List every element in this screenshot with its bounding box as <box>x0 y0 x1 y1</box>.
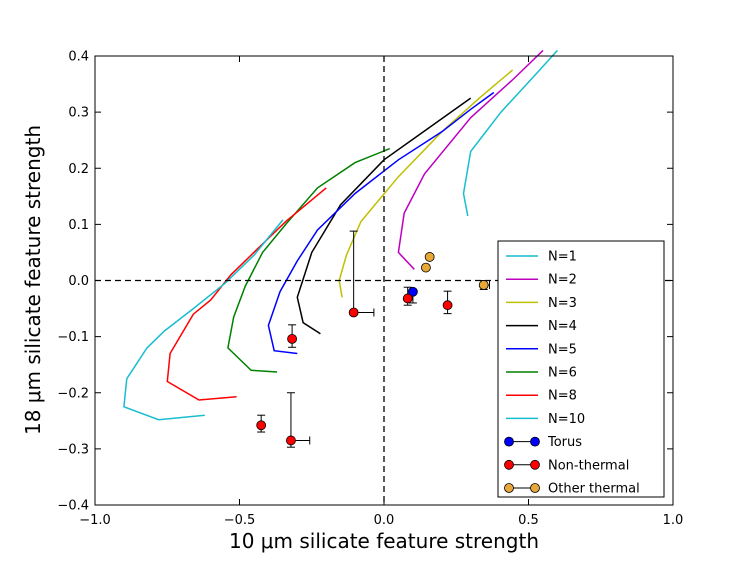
y-tick-label: 0.0 <box>68 274 89 289</box>
marker-non-thermal <box>287 333 297 344</box>
legend-item-n-4: N=4 <box>506 319 577 334</box>
y-tick-label: −0.3 <box>57 442 89 457</box>
error-points <box>256 230 490 448</box>
marker-non-thermal <box>442 300 453 311</box>
data-point-non-thermal-4 <box>287 324 297 348</box>
legend-item-other-thermal: Other thermal <box>504 482 640 497</box>
legend-item-n-2: N=2 <box>506 273 577 288</box>
marker-non-thermal <box>402 293 413 304</box>
legend-item-n-5: N=5 <box>506 342 577 357</box>
legend-marker <box>504 459 514 470</box>
legend-label: N=1 <box>548 250 577 265</box>
legend-item-n-10: N=10 <box>506 412 585 427</box>
x-axis-label: 10 μm silicate feature strength <box>229 529 539 553</box>
series-line-n-1 <box>462 49 558 217</box>
marker-other-thermal <box>478 280 489 290</box>
data-point-non-thermal-2 <box>402 286 413 306</box>
data-point-torus-1 <box>407 286 418 304</box>
legend-item-non-thermal: Non-thermal <box>504 458 629 473</box>
legend-item-n-6: N=6 <box>506 366 577 381</box>
legend-label: Torus <box>547 435 582 450</box>
marker-non-thermal <box>348 307 359 318</box>
series-line-n-10 <box>123 219 284 421</box>
series-line-n-3 <box>338 69 514 298</box>
x-tick-label: 0.5 <box>518 513 539 528</box>
legend-item-n-3: N=3 <box>506 296 577 311</box>
y-tick-label: −0.1 <box>57 330 89 345</box>
series-line-n-2 <box>397 49 544 270</box>
data-point-non-thermal-6 <box>286 392 311 448</box>
legend-marker <box>530 459 540 470</box>
series-lines <box>123 49 558 421</box>
y-axis-label: 18 μm silicate feature strength <box>21 125 45 435</box>
legend-label: N=4 <box>548 319 577 334</box>
marker-other-thermal <box>421 262 431 273</box>
data-point-other-thermal-3 <box>478 280 490 290</box>
series-line-n-5 <box>267 91 495 355</box>
series-line-n-6 <box>227 147 391 373</box>
legend-label: N=5 <box>548 342 577 357</box>
marker-non-thermal <box>286 435 296 446</box>
legend-label: N=6 <box>548 366 577 381</box>
data-point-other-thermal-1 <box>421 262 431 273</box>
y-tick-label: −0.4 <box>57 499 89 514</box>
legend-label: N=2 <box>548 273 577 288</box>
legend-item-n-8: N=8 <box>506 389 577 404</box>
data-point-non-thermal-1 <box>348 230 375 318</box>
series-line-n-4 <box>296 97 472 335</box>
y-tick-label: 0.3 <box>68 106 89 121</box>
data-point-non-thermal-5 <box>256 414 267 433</box>
legend-label: N=3 <box>548 296 577 311</box>
marker-torus <box>407 286 418 297</box>
legend-label: Non-thermal <box>548 458 629 473</box>
y-tick-label: 0.4 <box>68 50 89 65</box>
legend-marker <box>504 483 514 493</box>
marker-other-thermal <box>424 252 435 262</box>
legend-box <box>497 240 665 498</box>
x-tick-label: 1.0 <box>663 513 684 528</box>
series-line-n-8 <box>166 187 327 401</box>
data-point-non-thermal-3 <box>442 290 453 315</box>
legend-item-n-1: N=1 <box>506 250 577 265</box>
legend: N=1 N=2 N=3 N=4 N=5 N=6 N=8 N=10 Torus Non-therma… <box>497 240 665 498</box>
x-tick-label: −0.5 <box>224 513 256 528</box>
x-tick-label: −1.0 <box>79 513 111 528</box>
legend-marker <box>530 483 540 493</box>
axis-ticks: −1.0 −0.5 0.0 0.5 1.0 −0.4 −0.3 −0.2 −0.1 0.0 0.1 0… <box>57 50 683 529</box>
legend-item-torus: Torus <box>504 435 582 450</box>
y-tick-label: 0.2 <box>68 162 89 177</box>
y-tick-label: −0.2 <box>57 386 89 401</box>
legend-label: N=8 <box>548 389 577 404</box>
legend-marker <box>504 436 514 447</box>
legend-label: N=10 <box>548 412 585 427</box>
legend-label: Other thermal <box>548 482 640 497</box>
marker-non-thermal <box>256 420 267 431</box>
x-tick-label: 0.0 <box>374 513 395 528</box>
legend-marker <box>530 436 540 447</box>
data-point-other-thermal-2 <box>424 252 435 262</box>
y-tick-label: 0.1 <box>68 218 89 233</box>
